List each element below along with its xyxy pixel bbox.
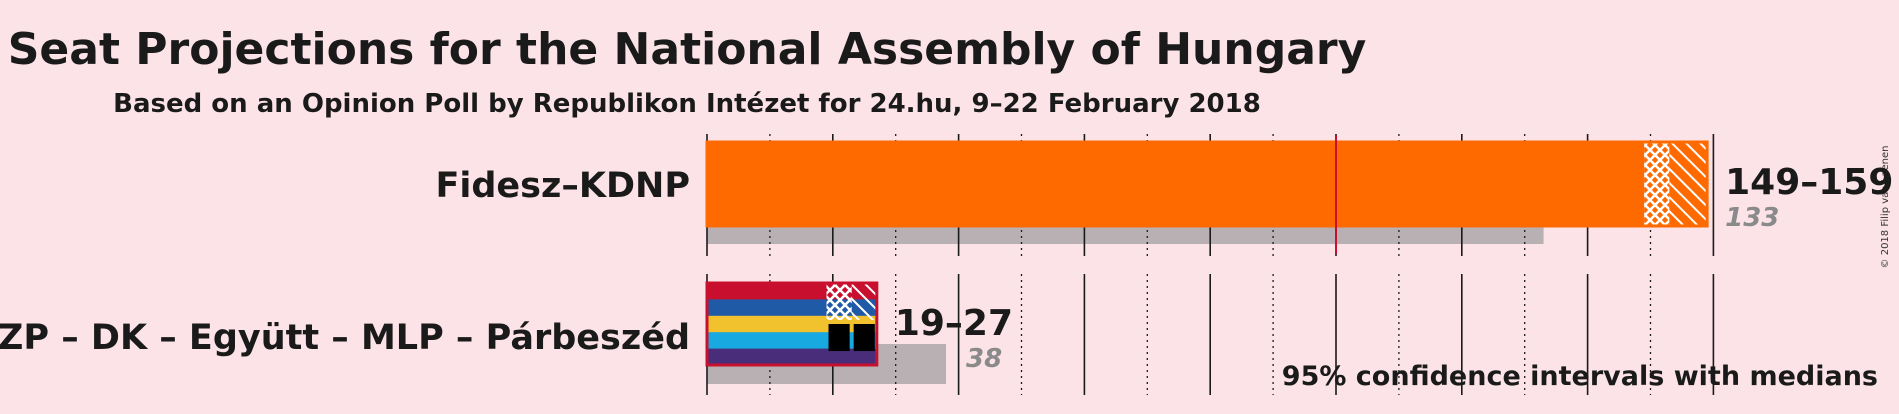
ci-upper-block — [853, 324, 875, 352]
ci-upper-half — [851, 283, 877, 320]
copyright-note: © 2018 Filip van Laenen — [1880, 146, 1891, 269]
seat-bar — [707, 142, 1645, 226]
party-stripe — [707, 332, 877, 350]
ci-outline — [705, 140, 1709, 228]
ci-outline — [705, 281, 879, 367]
last-result-label: 38 — [966, 344, 1002, 374]
range-label: 19–27 — [895, 303, 1013, 344]
last-result-label: 133 — [1725, 203, 1779, 233]
ci-lower-half — [826, 283, 852, 320]
confidence-note: 95% confidence intervals with medians — [1282, 361, 1878, 392]
last-result-bar — [707, 226, 1544, 244]
chart-title: Seat Projections for the National Assemb… — [8, 24, 1367, 75]
chart-subtitle: Based on an Opinion Poll by Republikon I… — [113, 89, 1261, 119]
ci-lower-block — [828, 324, 850, 352]
party-label: MSZP – DK – Együtt – MLP – Párbeszéd — [0, 318, 690, 358]
ci-upper-half — [1669, 142, 1708, 226]
range-label: 149–159 — [1725, 162, 1893, 203]
ci-lower-half — [1644, 142, 1670, 226]
party-label: Fidesz–KDNP — [435, 166, 690, 206]
party-stripe — [707, 348, 877, 366]
